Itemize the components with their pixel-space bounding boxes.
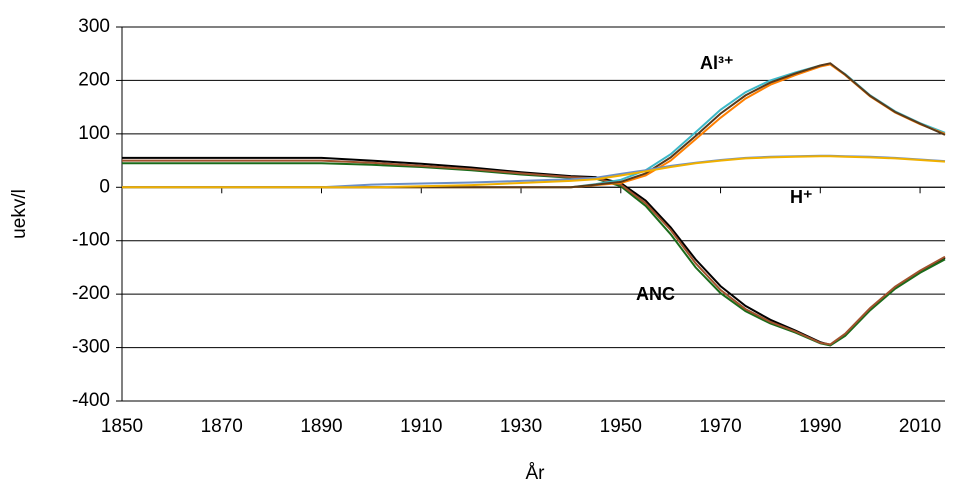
series-line: [122, 162, 946, 347]
annotation: ANC: [636, 284, 675, 304]
y-tick-label: 0: [99, 176, 110, 197]
series-line: [122, 156, 946, 346]
x-tick-label: 1890: [300, 416, 342, 437]
y-tick-label: 300: [78, 16, 110, 37]
y-tick-label: 200: [78, 69, 110, 90]
x-tick-label: 1970: [699, 416, 741, 437]
y-tick-label: -300: [72, 337, 110, 358]
y-tick-label: -100: [72, 230, 110, 251]
x-axis-label: År: [526, 463, 546, 484]
y-tick-label: -400: [72, 390, 110, 411]
series-line: [122, 63, 946, 189]
y-tick-label: -200: [72, 283, 110, 304]
x-tick-label: 2010: [899, 416, 941, 437]
x-tick-label: 1870: [201, 416, 243, 437]
x-tick-label: 1910: [400, 416, 442, 437]
x-tick-label: 1950: [600, 416, 642, 437]
series-line: [122, 159, 946, 346]
y-axis-label: uekv/l: [9, 189, 30, 239]
x-tick-label: 1930: [500, 416, 542, 437]
series-line: [122, 155, 946, 189]
y-tick-label: 100: [78, 123, 110, 144]
annotation: H⁺: [790, 187, 813, 207]
annotation: Al³⁺: [700, 53, 734, 73]
x-tick-label: 1990: [799, 416, 841, 437]
series-line: [122, 62, 946, 189]
series-line: [122, 63, 946, 189]
x-tick-label: 1850: [101, 416, 143, 437]
